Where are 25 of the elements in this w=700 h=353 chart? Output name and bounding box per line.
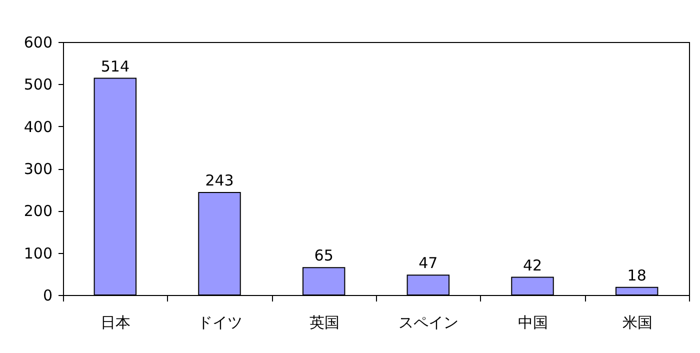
y-tick-label: 100 (24, 244, 52, 262)
data-label: 243 (205, 172, 234, 190)
y-tick-label: 600 (24, 34, 52, 52)
bar (615, 286, 658, 296)
bar (511, 276, 554, 296)
data-label: 47 (418, 254, 438, 272)
data-label: 42 (522, 256, 542, 274)
x-tick-label: 日本 (100, 314, 131, 332)
y-tick-label: 500 (24, 76, 52, 94)
x-tick-label: 米国 (622, 314, 652, 332)
bar (302, 267, 346, 296)
y-tick-label: 300 (24, 160, 52, 178)
x-tick-label: スペイン (398, 314, 459, 332)
bar (406, 274, 450, 296)
y-tick-label: 200 (24, 202, 52, 220)
data-label: 514 (100, 57, 130, 76)
x-tick-label: 中国 (518, 314, 548, 332)
bar (198, 192, 241, 296)
x-tick-label: 英国 (309, 314, 340, 332)
data-label: 65 (314, 246, 334, 265)
y-tick-label: 400 (24, 118, 52, 136)
y-tick-label: 0 (42, 286, 52, 304)
x-tick-label: ドイツ (198, 314, 242, 332)
data-label: 18 (627, 266, 646, 284)
bar (94, 78, 137, 296)
